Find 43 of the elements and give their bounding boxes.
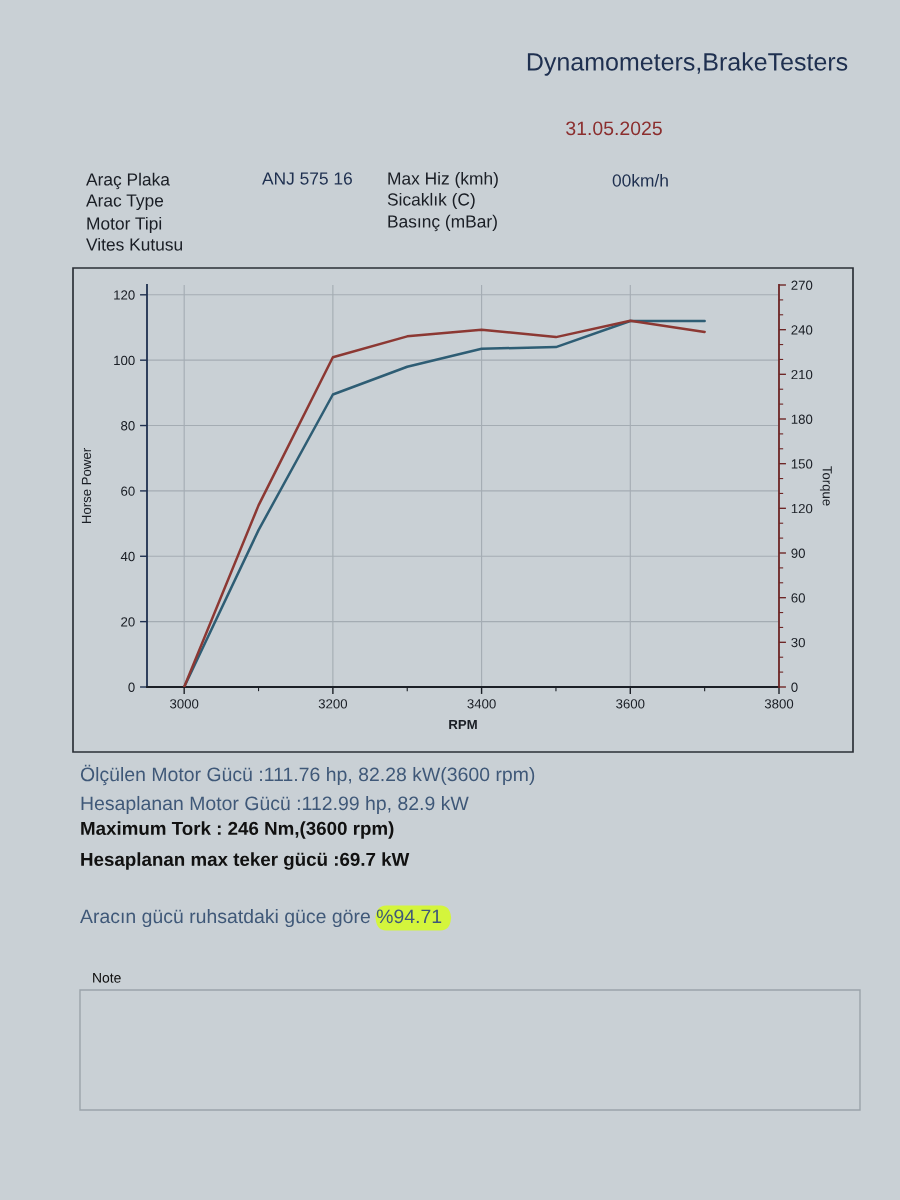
- text: Max Hiz (kmh): [388, 171, 498, 189]
- text: Ölçülen Motor Gücü :111.76 hp, 82.28 kW(3600 rpm): [80, 764, 535, 786]
- y2-tick-label: 150: [791, 459, 813, 469]
- y2-tick-label: 180: [791, 414, 813, 424]
- text: Hesaplanan max teker gücü :69.7 kW: [81, 852, 410, 870]
- y-tick-label: 40: [120, 551, 135, 562]
- y-tick-label: 0: [128, 682, 135, 692]
- y-tick-label: 20: [121, 617, 135, 627]
- text: Aracın gücü ruhsatdaki güce göre %94.71: [80, 908, 442, 928]
- text: Arac Type: [86, 194, 164, 211]
- y2-tick-label: 270: [791, 280, 813, 290]
- y-tick-label: 100: [114, 355, 135, 366]
- chart-subtitle: 31.05.2025: [566, 121, 662, 136]
- y2-tick-label: 30: [791, 637, 805, 648]
- y2-tick-label: 90: [791, 548, 805, 558]
- x-tick-label: 3800: [764, 699, 794, 709]
- text: Sicaklık (C): [387, 192, 475, 210]
- text: Hesaplanan Motor Gücü :112.99 hp, 82.9 kW: [81, 795, 469, 815]
- chart-title: Dynamometers,BrakeTesters: [527, 52, 848, 76]
- text: Basınç (mBar): [388, 214, 497, 232]
- y2-tick-label: 0: [791, 682, 798, 692]
- y-axis-title: Horse Power: [81, 448, 92, 524]
- y2-tick-label: 210: [791, 369, 813, 380]
- y-tick-label: 60: [121, 486, 135, 496]
- y-tick-label: 120: [114, 290, 135, 300]
- y2-tick-label: 240: [791, 325, 813, 335]
- y2-tick-label: 60: [791, 593, 805, 603]
- x-tick-label: 3400: [467, 699, 496, 709]
- y2-axis-title: Torque: [819, 466, 832, 506]
- text: 00km/h: [612, 173, 668, 187]
- x-axis-title: RPM: [449, 719, 477, 729]
- line-series: [182, 319, 706, 687]
- text: Note: [93, 973, 121, 983]
- text: Motor Tipi: [87, 216, 162, 234]
- y2-tick-label: 120: [791, 503, 813, 514]
- y-tick-label: 80: [121, 421, 135, 431]
- x-tick-label: 3600: [616, 699, 645, 709]
- text: ANJ 575 16: [262, 172, 352, 185]
- text: Vites Kutusu: [86, 237, 183, 251]
- x-tick-label: 3000: [170, 699, 199, 709]
- text: Araç Plaka: [86, 172, 170, 190]
- x-tick-label: 3200: [318, 699, 348, 709]
- text: Maximum Tork : 246 Nm,(3600 rpm): [81, 821, 394, 839]
